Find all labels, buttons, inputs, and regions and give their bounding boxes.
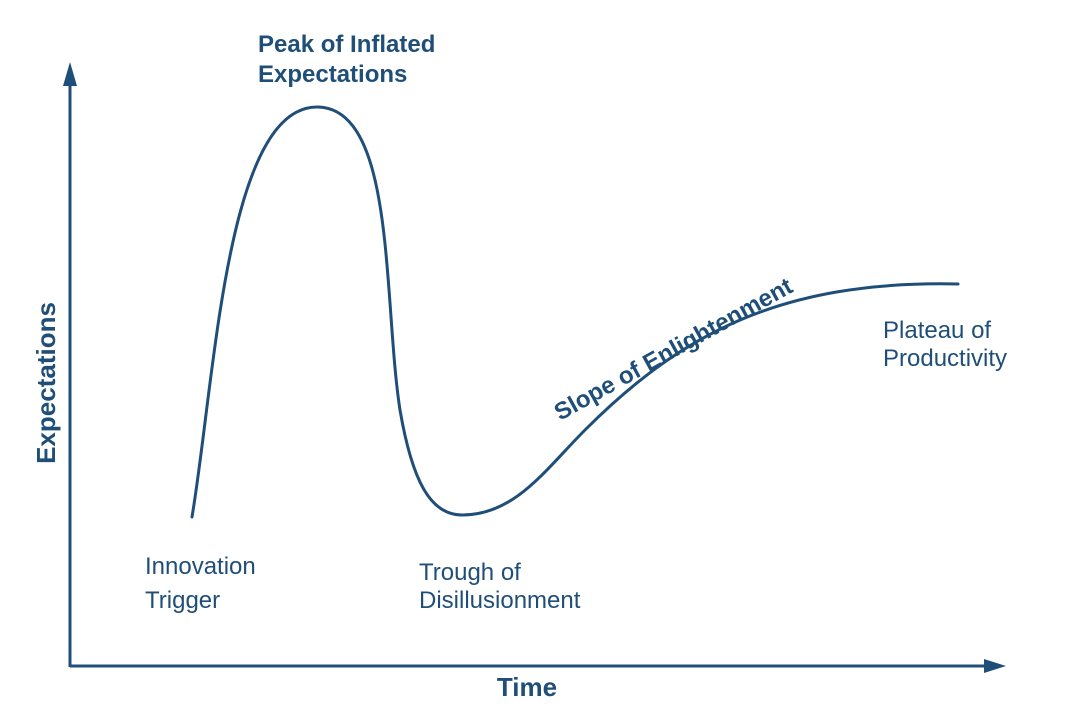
peak-label-line2: Expectations — [258, 61, 407, 88]
y-axis-label: Expectations — [31, 302, 61, 464]
plateau-label: Plateau of Productivity — [883, 317, 1007, 372]
trough-label: Trough of Disillusionment — [419, 559, 581, 614]
plateau-label-line2: Productivity — [883, 345, 1007, 372]
trough-label-line2: Disillusionment — [419, 587, 581, 614]
x-axis-label: Time — [497, 672, 557, 702]
y-axis-arrow-icon — [63, 62, 77, 86]
x-axis-arrow-icon — [984, 659, 1006, 673]
peak-label-line1: Peak of Inflated — [258, 31, 435, 58]
slope-label: Slope of Enlightenment — [550, 273, 797, 427]
axes — [63, 62, 1006, 673]
hype-curve — [190, 105, 960, 519]
innovation-trigger-line1: Innovation — [145, 553, 256, 580]
innovation-trigger-label: Innovation Trigger — [145, 553, 262, 614]
trough-label-line1: Trough of — [419, 559, 521, 586]
plateau-label-line1: Plateau of — [883, 317, 991, 344]
peak-label: Peak of Inflated Expectations — [258, 31, 442, 88]
innovation-trigger-line2: Trigger — [145, 587, 220, 614]
